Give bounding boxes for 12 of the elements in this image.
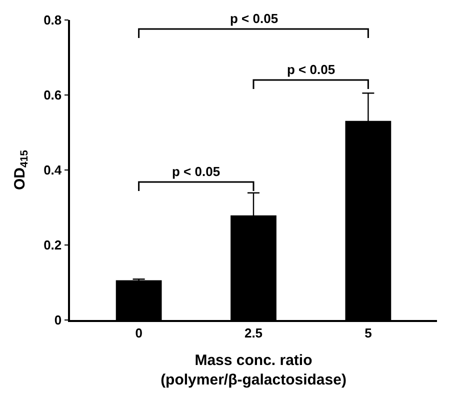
x-tick-label: 0 — [135, 325, 142, 340]
y-tick-label: 0.6 — [44, 88, 62, 103]
x-tick-label: 5 — [364, 325, 372, 340]
x-axis-title: Mass conc. ratio (polymer/β-galactosidase) — [160, 352, 346, 388]
annotation: p < 0.05 — [172, 164, 220, 179]
y-tick-label: 0 — [54, 312, 62, 328]
annotation: p < 0.05 — [287, 62, 336, 77]
y-tick-label: 0.2 — [44, 238, 62, 253]
x-tick-label: 2.5 — [244, 325, 263, 340]
annotation: p < 0.05 — [230, 11, 278, 26]
y-tick-label: 0.4 — [44, 162, 62, 178]
y-tick-label: 0.8 — [44, 12, 62, 28]
